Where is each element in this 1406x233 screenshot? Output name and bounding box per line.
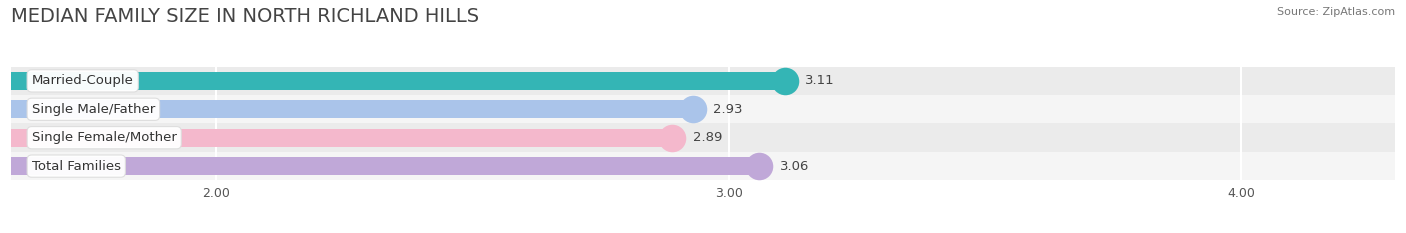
Text: MEDIAN FAMILY SIZE IN NORTH RICHLAND HILLS: MEDIAN FAMILY SIZE IN NORTH RICHLAND HIL… xyxy=(11,7,479,26)
Bar xyxy=(11,95,1395,123)
Bar xyxy=(11,152,1395,180)
Text: 3.06: 3.06 xyxy=(780,160,810,173)
Text: Source: ZipAtlas.com: Source: ZipAtlas.com xyxy=(1277,7,1395,17)
Bar xyxy=(11,129,672,147)
Bar xyxy=(11,72,785,90)
Bar xyxy=(11,123,1395,152)
Text: Single Female/Mother: Single Female/Mother xyxy=(32,131,177,144)
Text: Single Male/Father: Single Male/Father xyxy=(32,103,155,116)
Bar xyxy=(11,67,1395,95)
Bar xyxy=(11,100,693,118)
Bar xyxy=(11,157,759,175)
Text: Total Families: Total Families xyxy=(32,160,121,173)
Text: 3.11: 3.11 xyxy=(806,74,835,87)
Text: 2.89: 2.89 xyxy=(693,131,723,144)
Text: 2.93: 2.93 xyxy=(713,103,742,116)
Text: Married-Couple: Married-Couple xyxy=(32,74,134,87)
